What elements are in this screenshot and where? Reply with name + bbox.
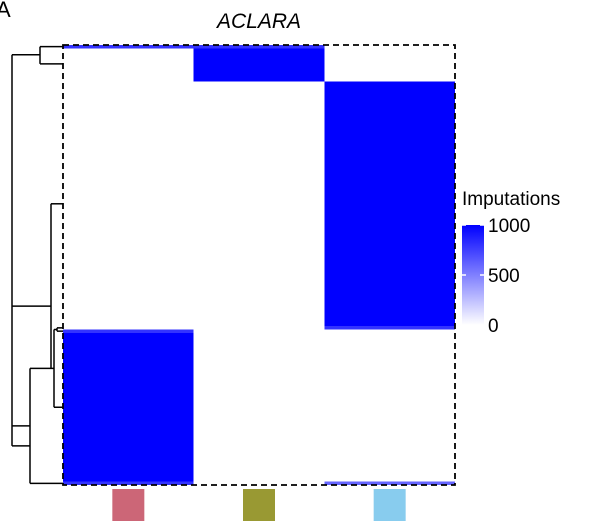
- panel-label: A: [0, 0, 11, 22]
- legend-tick-label: 1000: [488, 216, 530, 237]
- column-annotations: [112, 489, 406, 521]
- legend-tick-label: 0: [488, 316, 499, 337]
- column-annotation: [112, 489, 145, 521]
- heatmap-cell: [63, 481, 194, 485]
- heatmap-cell: [193, 48, 325, 82]
- heatmap-cell: [63, 45, 194, 49]
- heatmap-cells: [63, 45, 455, 485]
- chart-title: ACLARA: [215, 10, 301, 33]
- legend-tick-label: 500: [488, 266, 520, 287]
- heatmap-cell: [63, 329, 194, 333]
- legend-colorbar: [462, 225, 484, 325]
- column-annotation: [373, 489, 406, 521]
- legend-title: Imputations: [462, 189, 560, 210]
- heatmap-cell: [193, 45, 325, 49]
- column-annotation: [243, 489, 275, 521]
- legend-ticks: 1000 500 0: [462, 216, 530, 337]
- heatmap-border: [62, 44, 456, 486]
- row-dendrogram: [11, 45, 63, 485]
- heatmap-cell: [324, 326, 455, 330]
- heatmap-cell: [324, 481, 455, 485]
- heatmap-cell: [324, 81, 455, 327]
- heatmap-cell: [63, 332, 194, 482]
